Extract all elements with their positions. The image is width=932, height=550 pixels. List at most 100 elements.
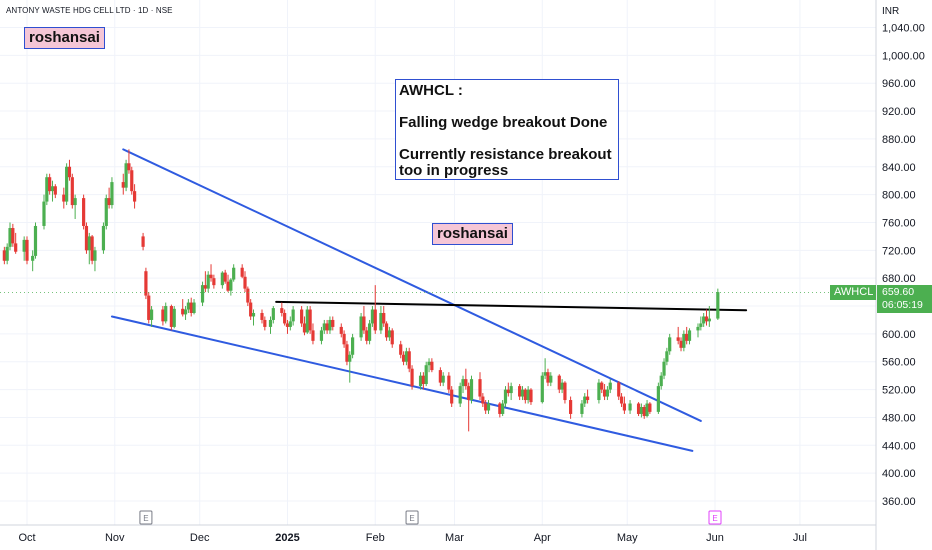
- candle-body: [696, 326, 700, 331]
- candle: [418, 372, 423, 390]
- candle: [362, 306, 366, 334]
- candle: [331, 316, 335, 331]
- y-tick-label: 480.00: [882, 412, 916, 424]
- candle-body: [384, 323, 389, 338]
- y-tick-label: 760.00: [882, 217, 916, 229]
- candle: [605, 386, 610, 401]
- candle-body: [181, 308, 185, 315]
- candle: [602, 384, 607, 401]
- candle: [367, 319, 372, 345]
- candle: [410, 365, 414, 390]
- price-axis[interactable]: 360.00 400.00 440.00 480.00 520.00 560.00 600.…: [882, 6, 925, 508]
- candlesticks: [2, 149, 720, 432]
- candle: [696, 323, 700, 338]
- earnings-marker[interactable]: [405, 510, 419, 525]
- y-tick-label: 1,000.00: [882, 50, 925, 62]
- candle-body: [350, 337, 355, 355]
- candle-body: [260, 312, 264, 320]
- wedge-upper-trendline[interactable]: [122, 148, 702, 422]
- candle-body: [331, 319, 335, 327]
- candle-body: [362, 316, 366, 331]
- candle-body: [662, 361, 666, 376]
- wedge-lower-trendline[interactable]: [110, 315, 694, 452]
- candle-body: [107, 198, 111, 206]
- candle: [509, 382, 513, 401]
- candle-body: [605, 389, 610, 397]
- candle: [407, 347, 411, 373]
- candle-body: [401, 354, 406, 362]
- candle-body: [200, 285, 205, 303]
- candle-body: [189, 302, 193, 313]
- candle: [481, 393, 485, 407]
- y-tick-label: 880.00: [882, 134, 916, 146]
- candle-body: [62, 194, 66, 202]
- candle: [33, 222, 38, 259]
- candle-body: [424, 365, 428, 385]
- x-tick-label: Oct: [18, 532, 35, 544]
- candle-body: [478, 379, 482, 397]
- candle: [563, 381, 567, 404]
- candle: [164, 302, 168, 324]
- candle-body: [540, 375, 544, 403]
- candle: [546, 368, 550, 387]
- candle: [685, 326, 689, 345]
- candle-body: [450, 389, 454, 404]
- candle: [209, 264, 213, 282]
- candle: [642, 404, 646, 419]
- candle: [469, 375, 474, 404]
- candle: [203, 271, 207, 293]
- candle: [200, 281, 205, 307]
- candle-body: [390, 330, 394, 345]
- candle-body: [370, 309, 375, 324]
- candle: [379, 306, 383, 334]
- candle: [704, 309, 709, 326]
- watermark-tag: roshansai: [24, 27, 105, 49]
- candle-body: [345, 344, 349, 362]
- candle: [506, 382, 510, 397]
- candle: [110, 177, 114, 209]
- candle: [243, 271, 247, 293]
- candle-body: [5, 246, 9, 261]
- candle-body: [251, 312, 256, 317]
- candle-body: [407, 351, 411, 369]
- candle: [387, 326, 392, 341]
- candle: [62, 187, 66, 209]
- candle: [212, 274, 216, 289]
- resistance-trendline[interactable]: [275, 300, 748, 312]
- candle: [87, 232, 91, 265]
- candle-body: [147, 295, 151, 320]
- time-axis[interactable]: Oct Nov Dec 2025 Feb Mar Apr May Jun Jul: [18, 532, 807, 544]
- candle: [127, 149, 131, 174]
- candle-body: [104, 198, 108, 226]
- candle-body: [367, 323, 372, 341]
- candle-body: [484, 403, 488, 411]
- candle: [699, 316, 703, 331]
- candle: [132, 184, 137, 209]
- candle: [702, 312, 706, 327]
- candle: [82, 194, 86, 230]
- candle: [427, 358, 431, 373]
- candle: [22, 236, 26, 261]
- candle: [50, 180, 55, 202]
- x-tick-label: Dec: [190, 532, 210, 544]
- candle: [526, 386, 530, 404]
- candle: [53, 184, 57, 199]
- candle: [345, 340, 349, 366]
- candle: [144, 267, 148, 300]
- candle: [348, 351, 352, 383]
- candle-body: [192, 302, 196, 313]
- candle: [622, 396, 626, 414]
- candle-body: [42, 201, 46, 226]
- candle-body: [249, 302, 253, 317]
- candle: [65, 163, 69, 206]
- y-tick-label: 960.00: [882, 78, 916, 90]
- candle: [328, 316, 332, 334]
- earnings-marker[interactable]: [139, 510, 153, 525]
- candle: [107, 187, 111, 209]
- candle-body: [685, 333, 689, 341]
- candle: [350, 333, 355, 359]
- x-tick-label: Jul: [793, 532, 807, 544]
- candle-body: [130, 170, 134, 192]
- candle-body: [223, 272, 227, 282]
- earnings-marker[interactable]: [708, 510, 722, 525]
